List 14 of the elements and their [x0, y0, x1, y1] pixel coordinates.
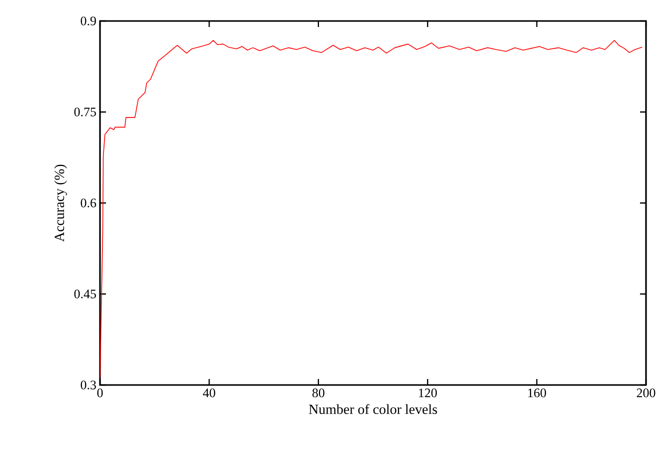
x-tick-label: 120	[419, 388, 437, 398]
y-tick-label: 0.6	[80, 198, 96, 208]
x-tick-label: 200	[636, 388, 656, 398]
x-tick-label: 40	[202, 388, 216, 398]
line-series	[100, 40, 643, 378]
x-axis-title: Number of color levels	[308, 404, 437, 414]
y-tick-label: 0.75	[74, 108, 96, 116]
y-tick-label: 0.9	[80, 16, 96, 26]
y-axis-title: Accuracy (%)	[54, 164, 67, 242]
y-tick-label: 0.45	[74, 290, 96, 298]
x-tick-label: 80	[312, 388, 324, 398]
x-tick-label: 0	[97, 388, 103, 398]
y-tick-label: 0.3	[80, 380, 96, 390]
x-tick-label: 160	[528, 388, 546, 398]
